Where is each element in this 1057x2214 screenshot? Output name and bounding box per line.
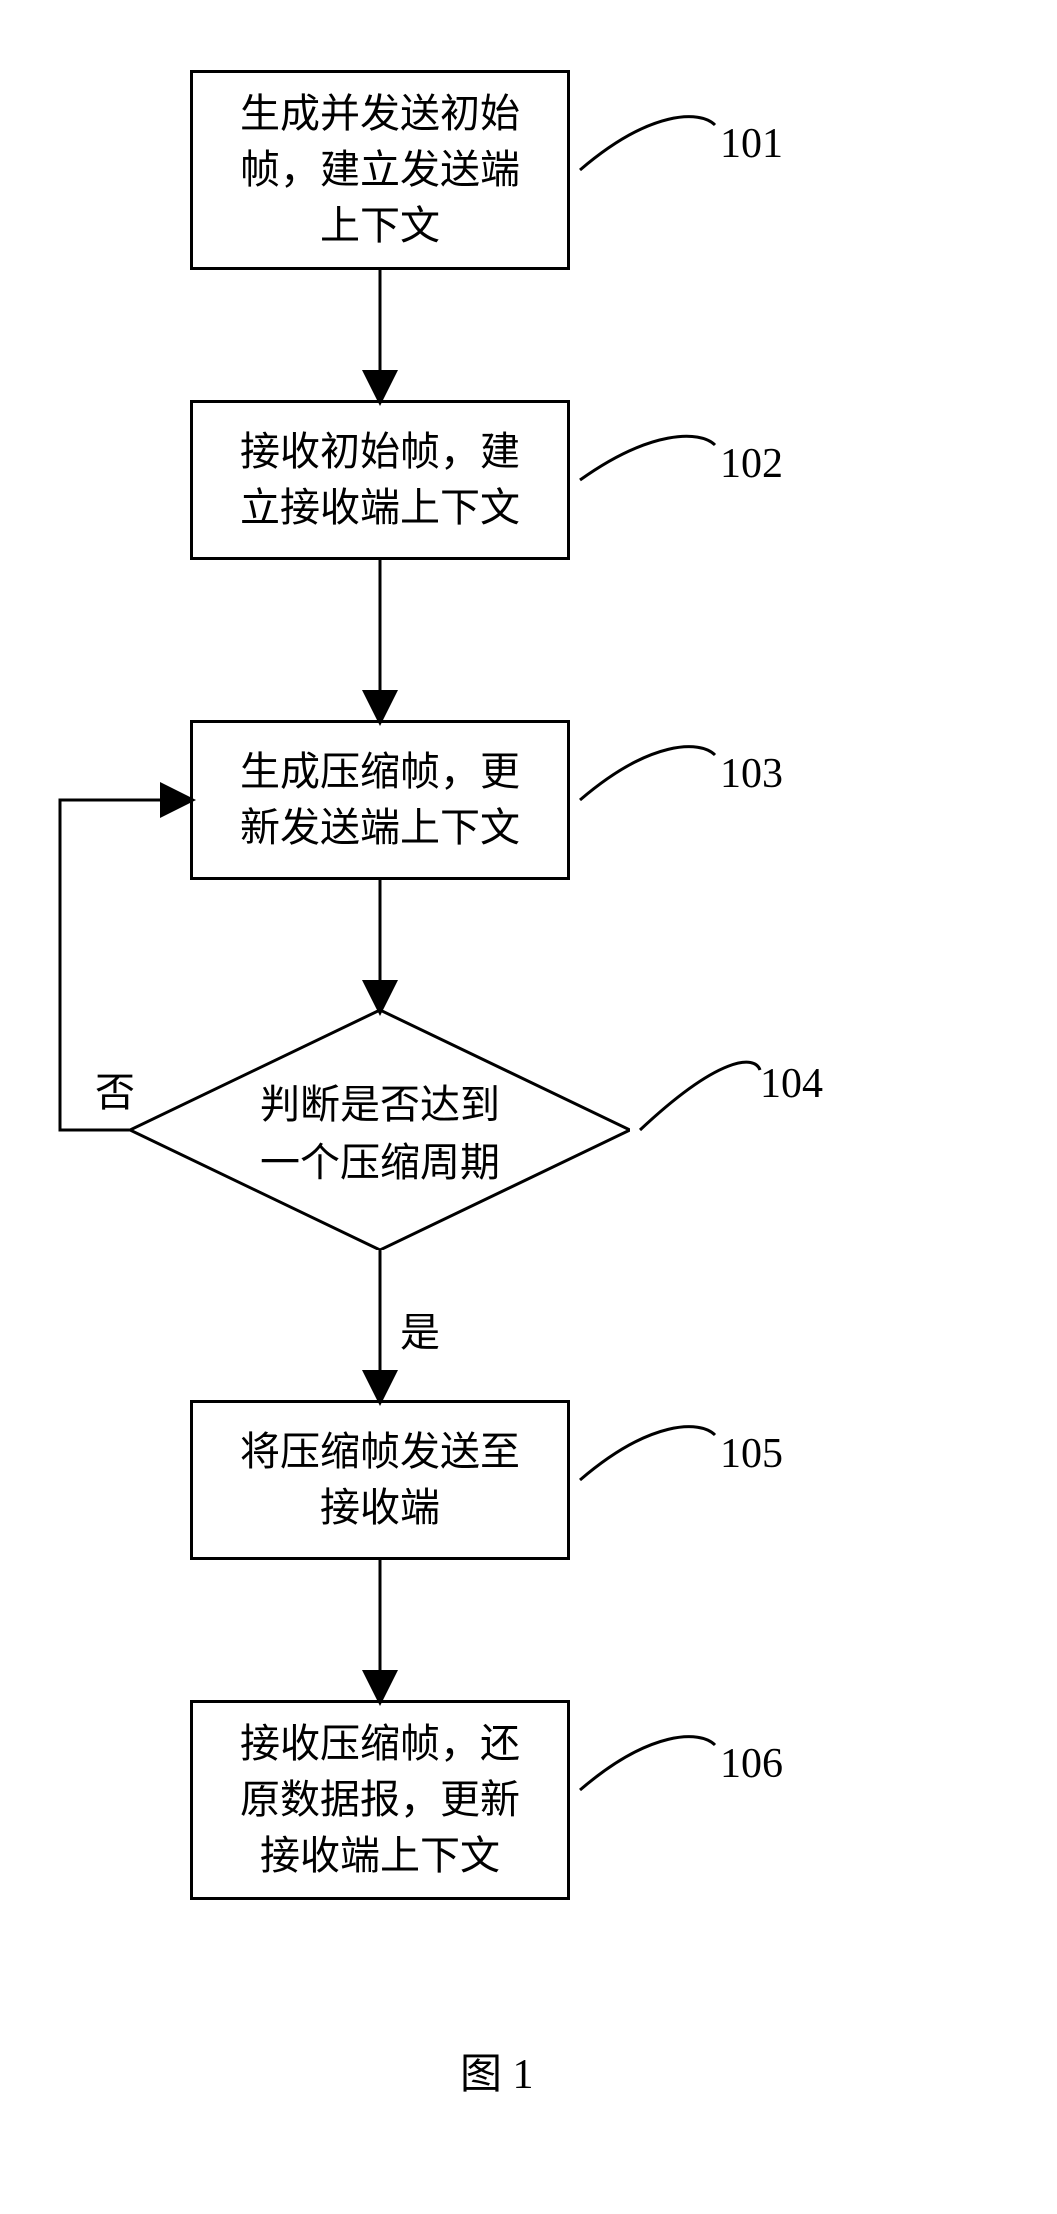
step-curve-106: [580, 1737, 715, 1790]
step-curve-101: [580, 117, 715, 170]
process-node-102: 接收初始帧，建 立接收端上下文: [190, 400, 570, 560]
node-103-text: 生成压缩帧，更 新发送端上下文: [240, 744, 520, 856]
step-label-102: 102: [720, 440, 783, 488]
edge-label-yes: 是: [400, 1300, 440, 1358]
figure-caption: 图 1: [460, 2040, 534, 2101]
process-node-105: 将压缩帧发送至 接收端: [190, 1400, 570, 1560]
step-label-104: 104: [760, 1060, 823, 1108]
step-label-103: 103: [720, 750, 783, 798]
step-label-101: 101: [720, 120, 783, 168]
node-106-text: 接收压缩帧，还 原数据报，更新 接收端上下文: [240, 1716, 520, 1884]
process-node-103: 生成压缩帧，更 新发送端上下文: [190, 720, 570, 880]
step-curve-103: [580, 747, 715, 800]
step-label-105: 105: [720, 1430, 783, 1478]
process-node-106: 接收压缩帧，还 原数据报，更新 接收端上下文: [190, 1700, 570, 1900]
flowchart-canvas: 生成并发送初始 帧，建立发送端 上下文 101 接收初始帧，建 立接收端上下文 …: [0, 0, 1057, 2214]
step-curve-104: [640, 1062, 760, 1130]
step-curve-105: [580, 1427, 715, 1480]
decision-node-104: 判断是否达到 一个压缩周期: [130, 1010, 630, 1250]
node-102-text: 接收初始帧，建 立接收端上下文: [240, 424, 520, 536]
step-curve-102: [580, 436, 715, 480]
node-104-text: 判断是否达到 一个压缩周期: [130, 1072, 630, 1188]
edge-label-no: 否: [95, 1060, 135, 1118]
step-label-106: 106: [720, 1740, 783, 1788]
node-101-text: 生成并发送初始 帧，建立发送端 上下文: [240, 86, 520, 254]
process-node-101: 生成并发送初始 帧，建立发送端 上下文: [190, 70, 570, 270]
node-105-text: 将压缩帧发送至 接收端: [240, 1424, 520, 1536]
